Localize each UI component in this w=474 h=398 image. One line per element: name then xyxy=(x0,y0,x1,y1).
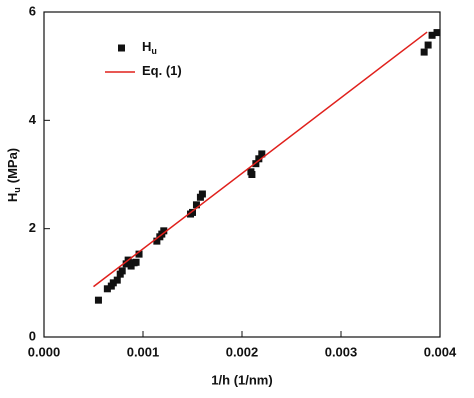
data-point xyxy=(113,276,121,284)
y-label-unit: (MPa) xyxy=(5,148,20,183)
data-point xyxy=(103,285,111,293)
data-point xyxy=(424,41,432,49)
data-point xyxy=(198,190,206,198)
data-point xyxy=(109,279,117,287)
data-point xyxy=(153,237,161,245)
data-point xyxy=(420,48,428,56)
fit-line xyxy=(93,31,428,288)
legend-name: H xyxy=(142,39,151,54)
data-point xyxy=(433,29,441,37)
y-label-sub: u xyxy=(12,187,22,193)
data-point xyxy=(258,150,266,158)
data-point xyxy=(132,258,140,266)
x-tick-label: 0.003 xyxy=(325,344,358,359)
data-point xyxy=(189,208,196,216)
x-tick-label: 0.004 xyxy=(424,344,457,359)
plot-frame xyxy=(43,11,441,338)
data-point xyxy=(118,267,126,275)
y-axis-label: Hu (MPa) xyxy=(5,148,22,202)
data-point xyxy=(248,171,256,178)
y-tick-label: 4 xyxy=(29,112,37,127)
y-tick-label: 2 xyxy=(29,220,36,235)
x-tick-label: 0.000 xyxy=(28,344,61,359)
data-point xyxy=(255,155,263,163)
y-label-main: H xyxy=(5,193,20,202)
data-point xyxy=(428,31,436,39)
data-point xyxy=(122,260,130,268)
data-point xyxy=(135,250,143,258)
x-axis-label: 1/h (1/nm) xyxy=(211,372,272,387)
data-point xyxy=(160,227,168,235)
legend-label: Hu xyxy=(142,39,157,56)
x-tick-label: 0.002 xyxy=(226,344,259,359)
legend-marker xyxy=(118,44,125,52)
data-point xyxy=(94,296,102,304)
legend-sub: u xyxy=(151,46,157,56)
y-tick-label: 6 xyxy=(29,3,36,18)
data-point xyxy=(192,201,200,209)
legend-name: Eq. (1) xyxy=(142,63,182,78)
legend-label: Eq. (1) xyxy=(142,63,182,78)
x-tick-label: 0.001 xyxy=(127,344,160,359)
y-tick-label: 0 xyxy=(29,328,36,343)
